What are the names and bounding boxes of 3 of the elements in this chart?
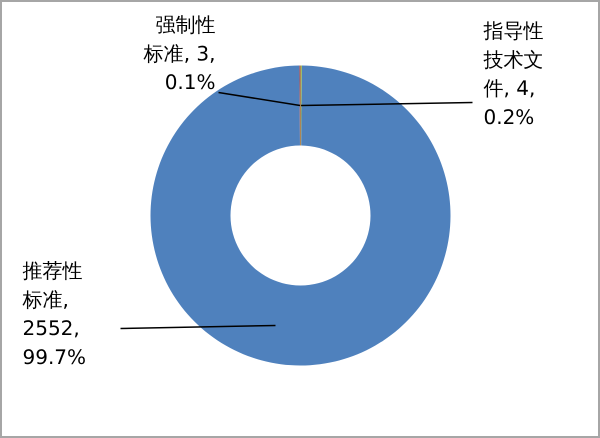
- slice-label: 推荐性标准, 2552, 99.7%: [22, 258, 86, 369]
- slice-label: 指导性技术文件, 4, 0.2%: [482, 18, 544, 129]
- slice-label: 强制性标准, 3, 0.1%: [142, 12, 216, 94]
